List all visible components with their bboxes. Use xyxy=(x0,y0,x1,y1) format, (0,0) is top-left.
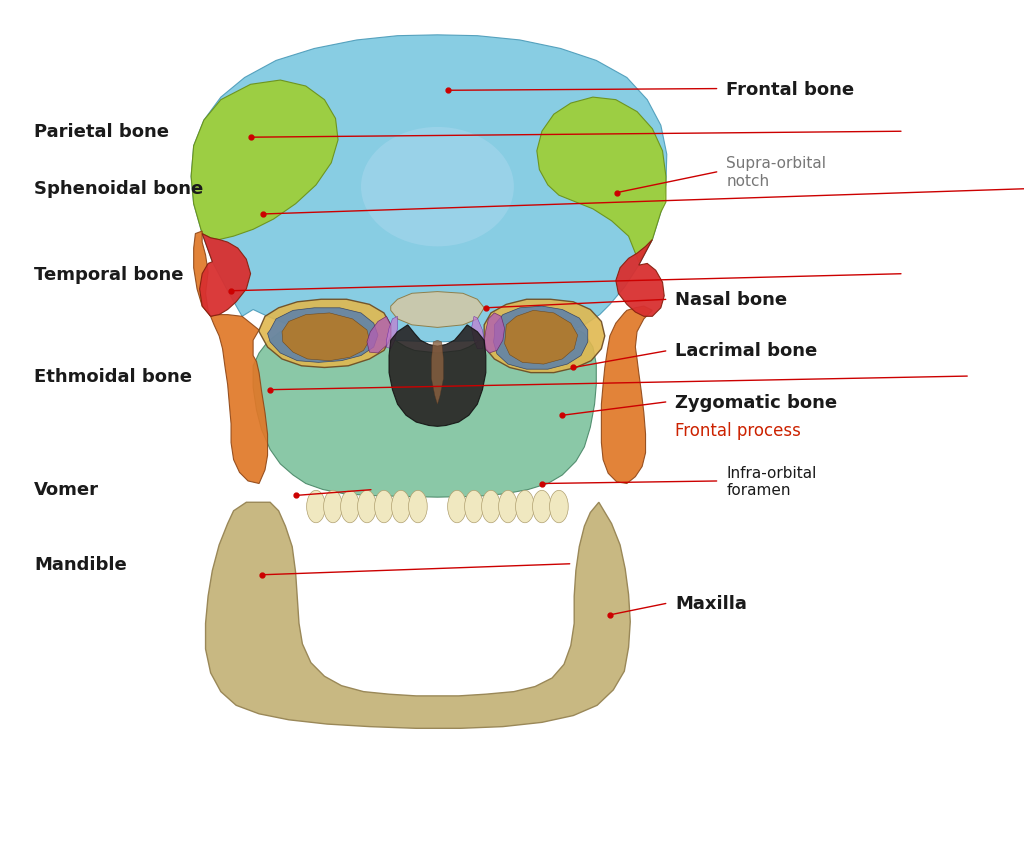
Text: Parietal bone: Parietal bone xyxy=(34,123,169,141)
Ellipse shape xyxy=(532,491,551,523)
Polygon shape xyxy=(191,81,338,240)
Text: Mandible: Mandible xyxy=(34,555,127,573)
Ellipse shape xyxy=(306,491,326,523)
Ellipse shape xyxy=(409,491,427,523)
Polygon shape xyxy=(505,311,578,365)
Polygon shape xyxy=(431,341,443,405)
Ellipse shape xyxy=(447,491,466,523)
Polygon shape xyxy=(282,314,370,361)
Polygon shape xyxy=(259,300,391,368)
Text: Vomer: Vomer xyxy=(34,481,99,499)
Text: Lacrimal bone: Lacrimal bone xyxy=(675,342,817,360)
Ellipse shape xyxy=(361,128,514,247)
Polygon shape xyxy=(601,307,652,484)
Ellipse shape xyxy=(481,491,501,523)
Polygon shape xyxy=(200,234,251,317)
Text: Nasal bone: Nasal bone xyxy=(675,291,787,309)
Ellipse shape xyxy=(324,491,342,523)
Ellipse shape xyxy=(499,491,517,523)
Polygon shape xyxy=(367,317,391,354)
Ellipse shape xyxy=(465,491,483,523)
Text: Zygomatic bone: Zygomatic bone xyxy=(675,393,838,412)
Polygon shape xyxy=(391,292,484,328)
Ellipse shape xyxy=(516,491,535,523)
Polygon shape xyxy=(537,98,666,262)
Polygon shape xyxy=(484,300,605,373)
Ellipse shape xyxy=(375,491,393,523)
Polygon shape xyxy=(494,307,588,370)
Polygon shape xyxy=(484,314,505,354)
Text: Ethmoidal bone: Ethmoidal bone xyxy=(34,367,191,386)
Polygon shape xyxy=(471,317,484,349)
Text: Sphenoidal bone: Sphenoidal bone xyxy=(34,180,203,199)
Polygon shape xyxy=(389,325,485,427)
Text: Temporal bone: Temporal bone xyxy=(34,265,183,284)
Ellipse shape xyxy=(357,491,376,523)
Polygon shape xyxy=(253,322,596,498)
Polygon shape xyxy=(194,232,267,484)
Text: Infra-orbital
foramen: Infra-orbital foramen xyxy=(726,465,816,498)
Text: Frontal bone: Frontal bone xyxy=(726,80,854,99)
Polygon shape xyxy=(615,240,665,317)
Polygon shape xyxy=(386,317,397,349)
Ellipse shape xyxy=(550,491,568,523)
Text: Maxilla: Maxilla xyxy=(675,594,748,613)
Polygon shape xyxy=(267,308,378,363)
Ellipse shape xyxy=(341,491,359,523)
Text: Supra-orbital
notch: Supra-orbital notch xyxy=(726,156,826,188)
Ellipse shape xyxy=(391,491,411,523)
Text: Frontal process: Frontal process xyxy=(675,421,801,440)
Polygon shape xyxy=(191,36,667,343)
Polygon shape xyxy=(206,503,630,728)
